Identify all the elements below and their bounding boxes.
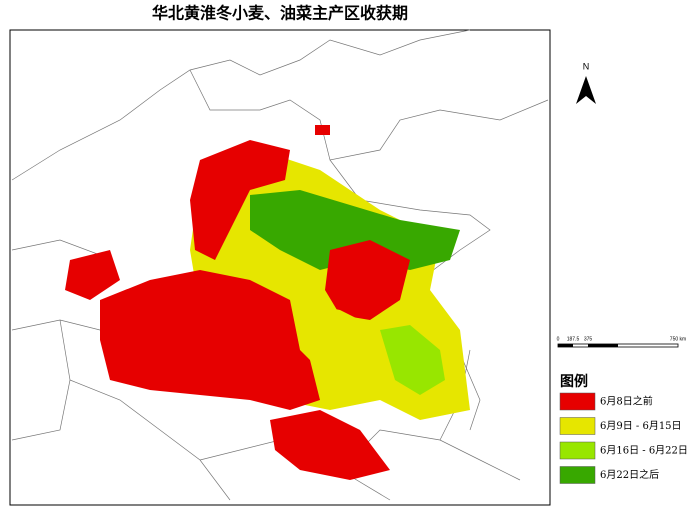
scale-label: 0 [557, 336, 560, 342]
legend-title: 图例 [560, 373, 588, 390]
legend-label: 6月9日 - 6月15日 [600, 420, 682, 432]
legend-label: 6月8日之前 [600, 395, 653, 408]
scale-label: 750 km [670, 336, 686, 342]
harvest-region [65, 125, 470, 480]
north-arrow: N [576, 61, 596, 104]
legend-swatch [559, 466, 596, 484]
map-area [11, 29, 549, 501]
legend-swatch [559, 392, 596, 411]
legend: 图例 6月8日之前 6月9日 - 6月15日 6月16日 - 6月22日 6月22日之… [559, 373, 688, 484]
scale-label: 187.5 [567, 336, 580, 342]
legend-label: 6月22日之后 [600, 468, 659, 481]
map-title: 华北黄淮冬小麦、油菜主产区收获期 [152, 4, 408, 23]
legend-swatch [559, 441, 596, 460]
legend-label: 6月16日 - 6月22日 [600, 445, 688, 457]
north-label: N [583, 61, 590, 71]
scale-bar: 0 187.5 375 750 km [557, 336, 686, 348]
legend-swatch [559, 417, 596, 435]
scale-label: 375 [584, 336, 593, 342]
